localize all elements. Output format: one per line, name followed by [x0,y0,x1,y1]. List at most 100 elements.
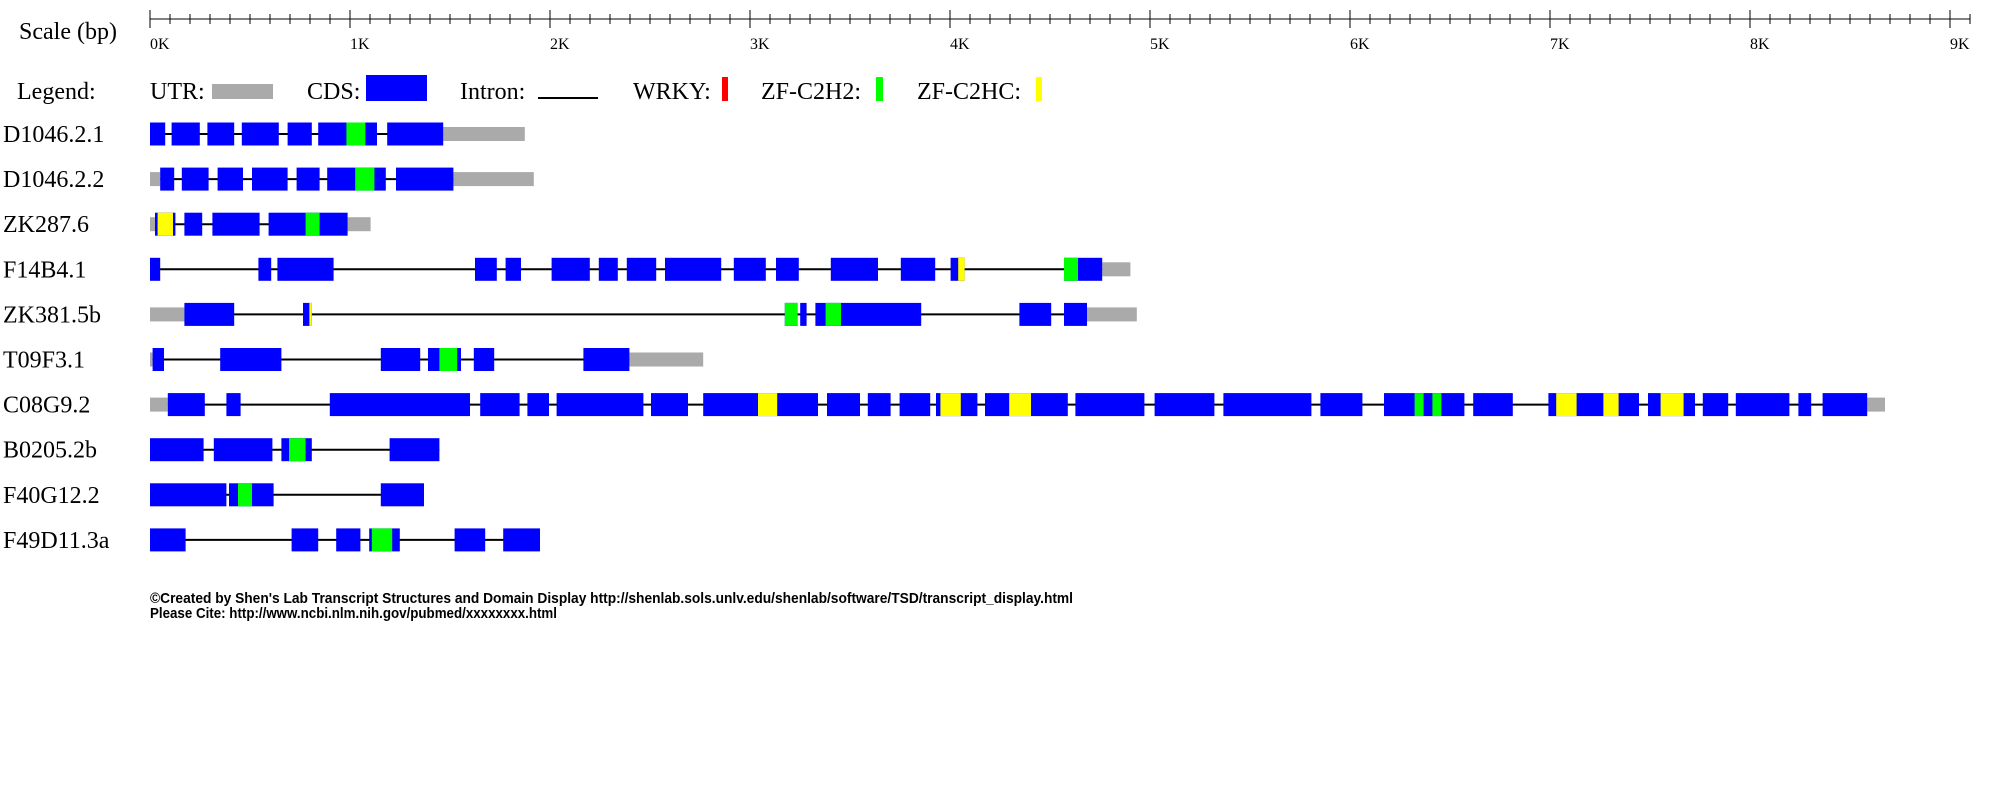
cds-segment [150,528,186,552]
tick-label: 7K [1550,36,1570,53]
zf_c2hc-segment [1556,393,1577,417]
tick-label: 6K [1350,36,1370,53]
utr-segment [1867,397,1885,412]
zf_c2hc-segment [758,393,778,417]
cds-segment [527,393,549,417]
legend-title: Legend: [17,79,96,105]
cds-segment [503,528,540,552]
transcript-name: T09F3.1 [3,348,85,374]
cds-segment [1223,393,1312,417]
cds-segment [830,257,878,281]
transcript-name: ZK381.5b [3,302,101,328]
zf_c2h2-segment [289,438,306,462]
cds-segment [287,122,312,146]
cds-segment [380,348,421,371]
cds-segment [454,528,486,552]
transcript-name: D1046.2.1 [3,122,104,148]
utr-segment [443,127,525,141]
cds-segment [167,393,205,417]
cds-segment [184,302,235,326]
transcript-name: D1046.2.2 [3,167,104,193]
cds-segment [1702,393,1729,417]
cds-segment [899,393,931,417]
cds-segment [776,257,799,281]
cds-segment [303,302,312,326]
cds-segment [733,257,766,281]
utr-segment [629,352,704,367]
cds-segment [1798,393,1812,417]
cds-segment [665,257,722,281]
cds-segment [1064,302,1087,326]
cds-segment [598,257,618,281]
cds-segment [1473,393,1513,417]
zf_c2hc-segment [958,257,965,281]
utr-segment [347,217,371,232]
cds-segment [150,483,227,507]
zf_c2h2-segment [1432,393,1442,417]
legend-label: CDS: [307,79,360,105]
scale-label: Scale (bp) [19,19,117,45]
legend-swatch [212,84,273,99]
cds-segment [1320,393,1363,417]
cds-segment [220,348,282,371]
cds-segment [1075,393,1145,417]
cds-segment [583,348,630,371]
transcript-name: B0205.2b [3,438,97,464]
tick-label: 9K [1950,36,1970,53]
zf_c2h2-segment [238,483,252,507]
cds-segment [800,302,807,326]
cds-segment [171,122,200,146]
cds-segment [867,393,891,417]
cds-segment [1019,302,1052,326]
utr-segment [150,397,168,412]
cds-segment [480,393,520,417]
transcript-name: ZK287.6 [3,212,89,238]
cds-segment [217,167,243,191]
cds-segment [296,167,320,191]
cds-segment [226,393,241,417]
utr-segment [453,172,534,187]
utr-segment [150,172,161,187]
cds-segment [1822,393,1868,417]
cds-segment [277,257,334,281]
cds-segment [252,167,288,191]
transcript-name: F14B4.1 [3,257,86,283]
legend-label: UTR: [150,79,205,105]
legend-swatch [876,77,883,101]
zf_c2h2-segment [305,212,320,236]
transcript-name: C08G9.2 [3,393,90,419]
zf_c2hc-segment [1660,393,1684,417]
transcript-name: F40G12.2 [3,483,100,509]
cds-segment [396,167,454,191]
legend-label: ZF-C2H2: [761,79,861,105]
tick-label: 8K [1750,36,1770,53]
utr-segment [1102,262,1131,277]
cds-segment [626,257,657,281]
legend-label: Intron: [460,79,525,105]
zf_c2h2-segment [1414,393,1424,417]
cds-segment [380,483,424,507]
legend-swatch [366,75,427,101]
legend-swatch [1036,77,1042,101]
zf_c2h2-segment [371,528,393,552]
cds-segment [505,257,521,281]
cds-segment [336,528,361,552]
cds-segment [258,257,272,281]
utr-segment [150,307,185,322]
cds-segment [473,348,495,371]
cds-segment [213,438,273,462]
zf_c2h2-segment [825,302,841,326]
utr-segment [150,352,153,367]
cds-segment [212,212,260,236]
tick-label: 0K [150,36,170,53]
zf_c2hc-segment [157,212,173,236]
utr-segment [150,217,155,232]
cds-segment [651,393,688,417]
cds-segment [150,438,204,462]
cds-segment [475,257,497,281]
cds-segment [152,348,164,371]
zf_c2h2-segment [784,302,798,326]
cds-segment [160,167,175,191]
cds-segment [389,438,440,462]
